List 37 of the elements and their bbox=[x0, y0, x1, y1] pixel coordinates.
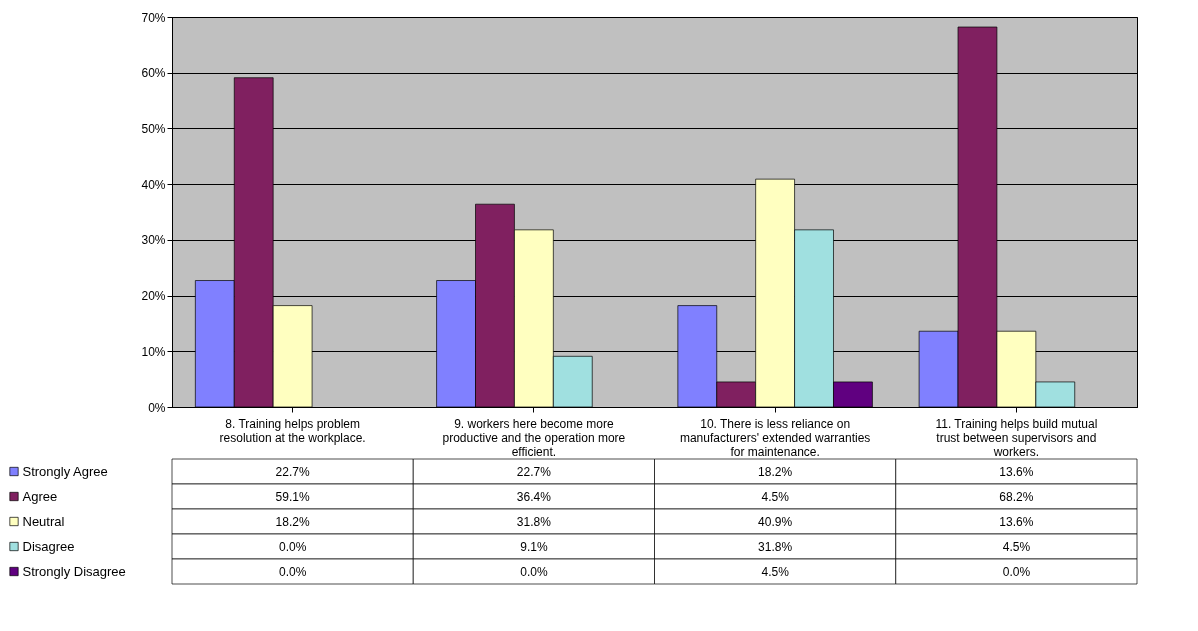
data-label: 0.0% bbox=[278, 539, 307, 554]
data-label: 68.2% bbox=[999, 489, 1034, 504]
legend-label: Strongly Agree bbox=[22, 463, 108, 479]
y-tick-label: 50% bbox=[141, 121, 166, 136]
y-tick-label: 60% bbox=[141, 66, 166, 81]
data-label: 31.8% bbox=[758, 539, 793, 554]
legend-label: Agree bbox=[22, 488, 58, 504]
data-label: 22.7% bbox=[516, 464, 552, 479]
x-tick-label: 11. Training helps build mutual trust between supervisors and workers. bbox=[935, 416, 1098, 459]
data-label: 18.2% bbox=[275, 514, 310, 529]
legend-label: Neutral bbox=[22, 513, 65, 529]
data-label: 36.4% bbox=[516, 489, 552, 504]
x-tick-label: 8. Training helps problem resolution at the workplace. bbox=[219, 416, 366, 445]
x-tick-label: 10. There is less reliance on manufacturers' extended warranties for maintenance. bbox=[679, 416, 871, 459]
data-label: 0.0% bbox=[520, 564, 548, 579]
y-tick-label: 40% bbox=[141, 177, 166, 192]
data-label: 4.5% bbox=[761, 489, 790, 504]
data-label: 4.5% bbox=[761, 564, 790, 579]
y-tick-label: 20% bbox=[141, 289, 166, 304]
data-label: 59.1% bbox=[275, 489, 310, 504]
data-label: 31.8% bbox=[516, 514, 552, 529]
legend-label: Disagree bbox=[22, 538, 75, 554]
x-tick-label: 9. workers here become more productive and the operation more efficient. bbox=[442, 416, 626, 459]
data-label: 0.0% bbox=[278, 564, 307, 579]
data-label: 4.5% bbox=[1002, 539, 1031, 554]
data-label: 13.6% bbox=[999, 464, 1034, 479]
data-label: 9.1% bbox=[520, 539, 548, 554]
data-label: 13.6% bbox=[999, 514, 1034, 529]
data-label: 22.7% bbox=[275, 464, 310, 479]
data-label: 18.2% bbox=[758, 464, 793, 479]
y-tick-label: 70% bbox=[141, 10, 166, 25]
y-tick-label: 30% bbox=[141, 233, 166, 248]
data-label: 0.0% bbox=[1002, 564, 1031, 579]
y-tick-label: 10% bbox=[141, 344, 166, 359]
y-tick-label: 0% bbox=[148, 400, 166, 415]
legend-label: Strongly Disagree bbox=[22, 563, 126, 579]
data-label: 40.9% bbox=[758, 514, 793, 529]
